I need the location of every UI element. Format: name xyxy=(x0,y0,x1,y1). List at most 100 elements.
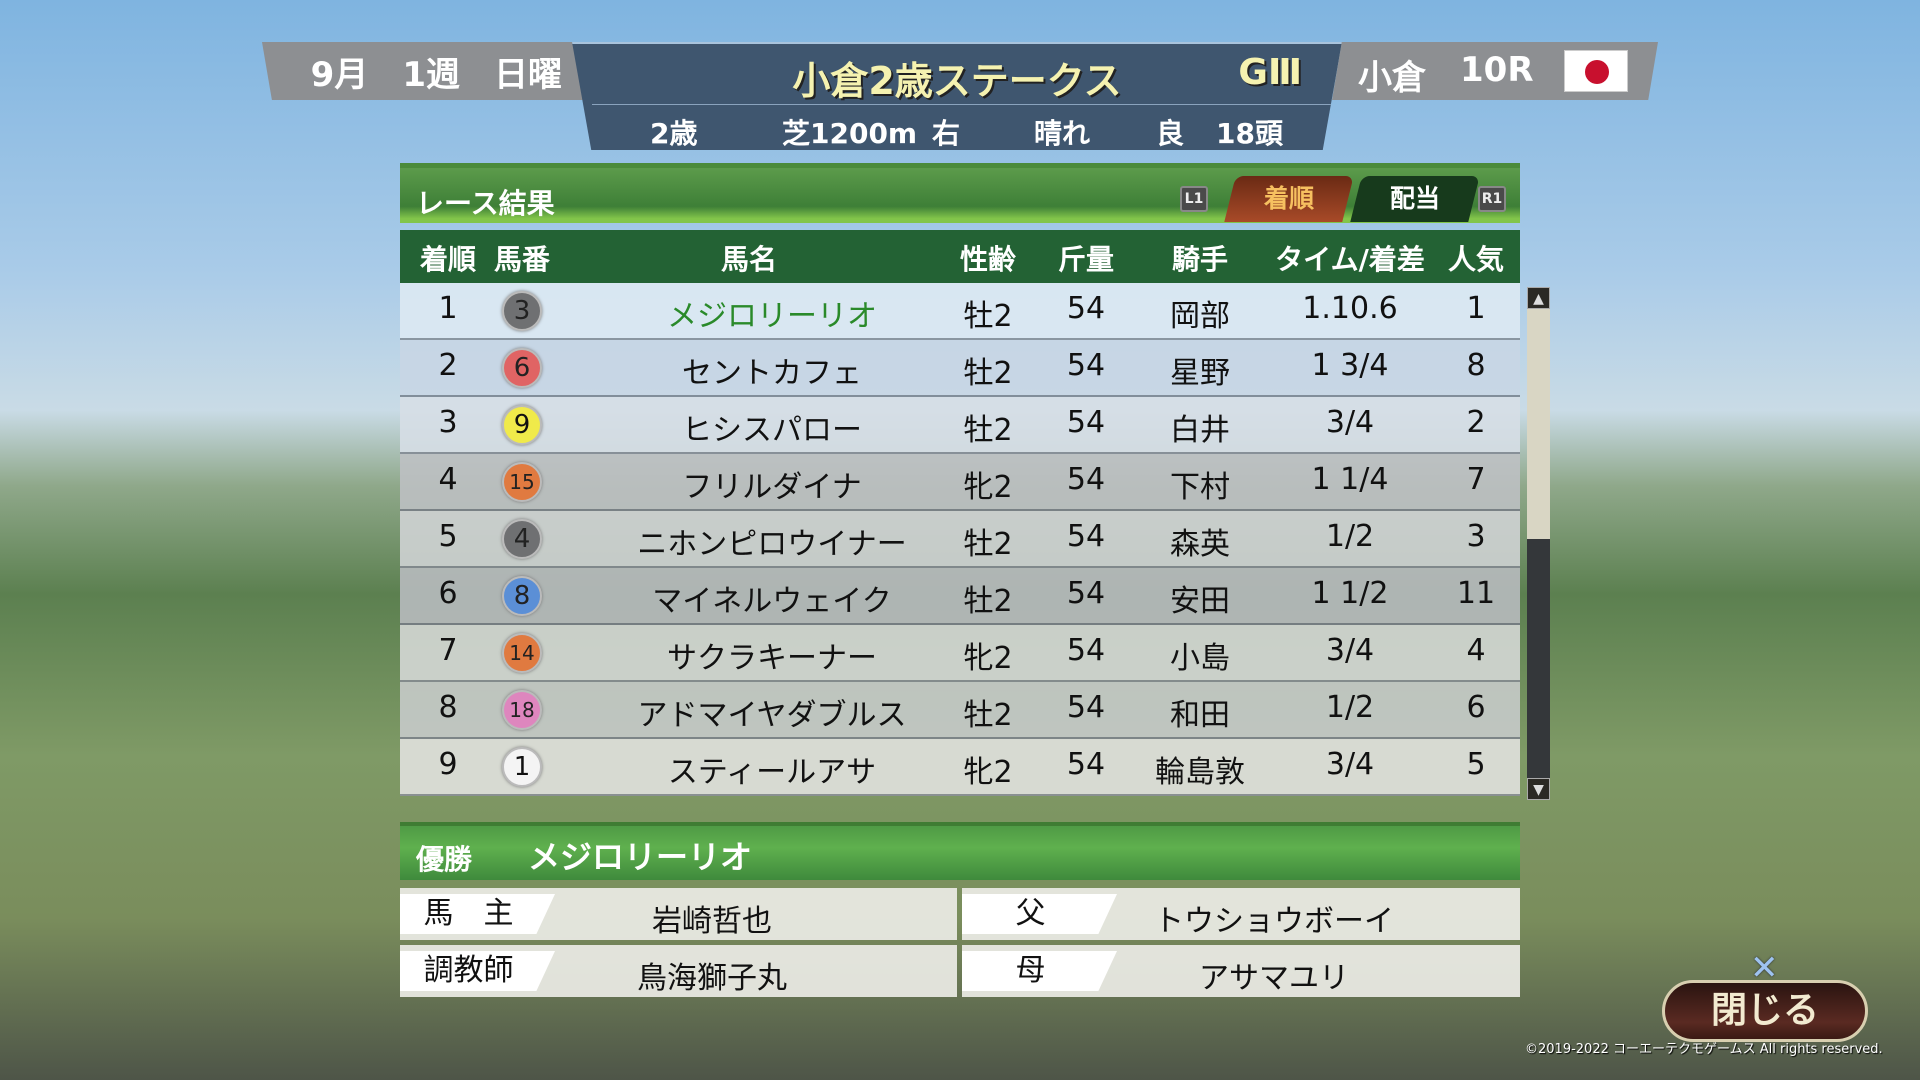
table-row[interactable]: 6 牡2 54 安田 1 1/2 11 8 マイネルウェイク xyxy=(400,568,1520,625)
cell-horse-name: スティールアサ xyxy=(667,755,877,790)
winner-bar: 優勝 メジロリーリオ xyxy=(400,822,1520,880)
venue-block: 小倉 10R xyxy=(1332,42,1658,100)
cell-sexage: 牡2 xyxy=(963,527,1013,562)
gate-number-badge: 9 xyxy=(502,405,542,445)
cell-horse-name: マイネルウェイク xyxy=(652,584,892,619)
scroll-thumb[interactable] xyxy=(1527,309,1550,539)
direction: 右 xyxy=(932,117,961,150)
cell-pop: 1 xyxy=(1466,291,1486,326)
cell-rank: 3 xyxy=(438,405,458,440)
cell-pop: 2 xyxy=(1466,405,1486,440)
col-weight: 斤量 xyxy=(1057,243,1115,276)
cell-rank: 1 xyxy=(438,291,458,326)
race-info: 小倉2歳ステークス GⅢ 2歳 芝1200m 右 晴れ 良 18頭 xyxy=(572,42,1342,150)
cell-pop: 11 xyxy=(1456,576,1496,611)
gate-number-badge: 15 xyxy=(502,462,542,502)
copyright: ©2019-2022 コーエーテクモゲームス All rights reserv… xyxy=(1525,1042,1883,1057)
table-row[interactable]: 3 牡2 54 白井 3/4 2 9 ヒシスパロー xyxy=(400,397,1520,454)
owner-label: 馬 主 xyxy=(400,894,555,934)
cell-time: 1/2 xyxy=(1325,519,1375,554)
table-row[interactable]: 9 牝2 54 輪島敦 3/4 5 1 スティールアサ xyxy=(400,739,1520,796)
week: 1週 xyxy=(402,54,460,95)
cell-jockey: 輪島敦 xyxy=(1155,755,1245,790)
cell-rank: 8 xyxy=(438,690,458,725)
weather: 晴れ xyxy=(1034,117,1091,150)
cell-jockey: 星野 xyxy=(1170,356,1230,391)
cell-rank: 9 xyxy=(438,747,458,782)
dam-row: 母 アサマユリ xyxy=(962,945,1520,997)
cell-sexage: 牡2 xyxy=(963,356,1013,391)
cell-pop: 7 xyxy=(1466,462,1486,497)
scroll-up-icon[interactable]: ▲ xyxy=(1527,287,1550,309)
cell-rank: 4 xyxy=(438,462,458,497)
cell-rank: 2 xyxy=(438,348,458,383)
cell-time: 1 1/2 xyxy=(1311,576,1389,611)
cell-weight: 54 xyxy=(1066,690,1106,725)
gate-number-badge: 8 xyxy=(502,576,542,616)
cell-jockey: 和田 xyxy=(1170,698,1230,733)
cell-horse-name: サクラキーナー xyxy=(667,641,877,676)
cell-pop: 5 xyxy=(1466,747,1486,782)
table-row[interactable]: 8 牡2 54 和田 1/2 6 18 アドマイヤダブルス xyxy=(400,682,1520,739)
cell-time: 3/4 xyxy=(1325,405,1375,440)
r1-button-icon[interactable]: R1 xyxy=(1478,186,1506,212)
cell-weight: 54 xyxy=(1066,291,1106,326)
cell-rank: 7 xyxy=(438,633,458,668)
col-name: 馬名 xyxy=(720,243,778,276)
cell-jockey: 白井 xyxy=(1170,413,1230,448)
cell-weight: 54 xyxy=(1066,348,1106,383)
cell-sexage: 牡2 xyxy=(963,299,1013,334)
cell-jockey: 安田 xyxy=(1170,584,1230,619)
cell-horse-name: アドマイヤダブルス xyxy=(637,698,907,733)
track-condition: 良 xyxy=(1156,117,1185,150)
cell-horse-name: フリルダイナ xyxy=(682,470,862,505)
cell-sexage: 牡2 xyxy=(963,584,1013,619)
date-block: 9月 1週 日曜 xyxy=(262,42,592,100)
cell-horse-name: メジロリーリオ xyxy=(667,299,877,334)
cell-horse-name: セントカフェ xyxy=(682,356,862,391)
cell-weight: 54 xyxy=(1066,462,1106,497)
cell-pop: 6 xyxy=(1466,690,1486,725)
col-number: 馬番 xyxy=(493,243,551,276)
tab-payout[interactable]: 配当 xyxy=(1350,176,1480,222)
race-conditions: 2歳 芝1200m 右 晴れ 良 18頭 xyxy=(572,108,1342,150)
cell-sexage: 牝2 xyxy=(963,755,1013,790)
sire-row: 父 トウショウボーイ xyxy=(962,888,1520,940)
sire-label: 父 xyxy=(962,894,1117,934)
cell-horse-name: ニホンピロウイナー xyxy=(637,527,907,562)
table-row[interactable]: 2 牡2 54 星野 1 3/4 8 6 セントカフェ xyxy=(400,340,1520,397)
divider xyxy=(592,104,1332,105)
table-row[interactable]: 7 牝2 54 小島 3/4 4 14 サクラキーナー xyxy=(400,625,1520,682)
cell-time: 1 3/4 xyxy=(1311,348,1389,383)
table-row[interactable]: 5 牡2 54 森英 1/2 3 4 ニホンピロウイナー xyxy=(400,511,1520,568)
sire-value: トウショウボーイ xyxy=(1154,904,1394,939)
cell-pop: 4 xyxy=(1466,633,1486,668)
table-row[interactable]: 1 牡2 54 岡部 1.10.6 1 3 メジロリーリオ xyxy=(400,283,1520,340)
dam-value: アサマユリ xyxy=(1199,961,1349,996)
winner-label: 優勝 xyxy=(416,843,473,876)
scroll-down-icon[interactable]: ▼ xyxy=(1527,778,1550,800)
cell-rank: 5 xyxy=(438,519,458,554)
cell-jockey: 岡部 xyxy=(1170,299,1230,334)
cell-sexage: 牝2 xyxy=(963,641,1013,676)
month: 9月 xyxy=(310,54,369,95)
gate-number-badge: 6 xyxy=(502,348,542,388)
scrollbar[interactable]: ▲ ▼ xyxy=(1527,287,1550,800)
trainer-row: 調教師 鳥海獅子丸 xyxy=(400,945,957,997)
cell-pop: 3 xyxy=(1466,519,1486,554)
runners: 18頭 xyxy=(1216,117,1283,150)
cell-time: 1/2 xyxy=(1325,690,1375,725)
close-button[interactable]: 閉じる xyxy=(1662,980,1868,1042)
cell-weight: 54 xyxy=(1066,576,1106,611)
japan-flag-icon xyxy=(1564,50,1628,92)
l1-button-icon[interactable]: L1 xyxy=(1180,186,1208,212)
race-number: 10R xyxy=(1460,50,1534,90)
gate-number-badge: 1 xyxy=(502,747,542,787)
table-row[interactable]: 4 牝2 54 下村 1 1/4 7 15 フリルダイナ xyxy=(400,454,1520,511)
cell-weight: 54 xyxy=(1066,633,1106,668)
table-header: 着順 馬番 馬名 性齢 斤量 騎手 タイム/着差 人気 xyxy=(400,230,1520,283)
cell-horse-name: ヒシスパロー xyxy=(682,413,862,448)
col-rank: 着順 xyxy=(419,243,477,276)
tab-finish-order[interactable]: 着順 xyxy=(1224,176,1354,222)
winner-name: メジロリーリオ xyxy=(528,838,753,876)
